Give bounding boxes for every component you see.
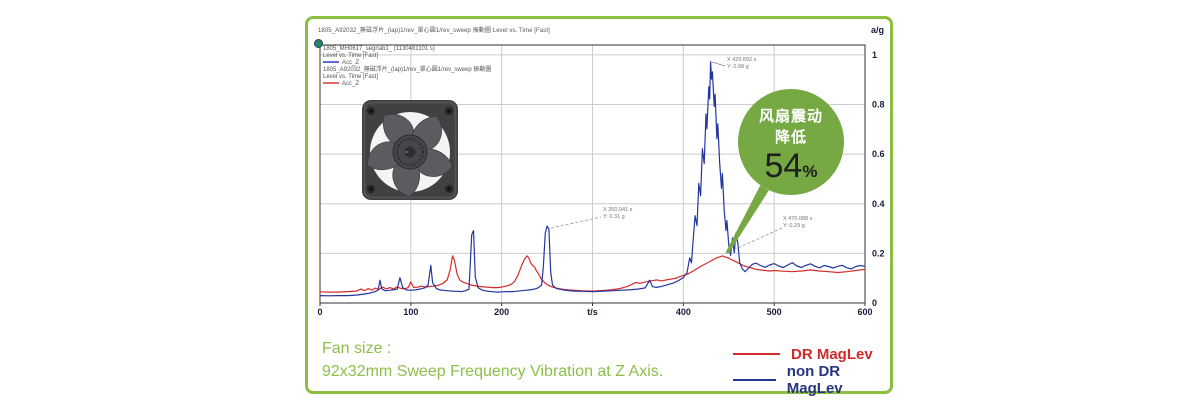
app-dot-icon <box>314 39 323 48</box>
legend-line-swatch <box>323 61 339 64</box>
inplot-legend-line: 1805_MH0617_segnab1_ (1130481101 s) <box>323 46 491 53</box>
fan-corner-screws <box>366 106 454 194</box>
fan-hub <box>392 134 428 170</box>
badge-percent-sign: % <box>802 162 818 181</box>
cursor-y-value: Y: 0.31 g <box>603 213 625 220</box>
inplot-legend-line: Level vs. Time [Fast] <box>323 74 491 81</box>
chart-title: 1805_A92032_無磁浮片_(lap)1/rev_單心圓1/rev_swe… <box>318 28 550 34</box>
cursor-x-value: X 429.892 s <box>727 57 757 63</box>
y-tick-label: 0.6 <box>872 149 885 159</box>
inplot-legend-line: Acc_Z <box>323 81 491 88</box>
x-tick-label: 0 <box>317 307 322 317</box>
legend-row: DR MagLev <box>733 341 890 367</box>
cursor-x-value: X 250.941 s <box>603 207 633 213</box>
x-tick-label: 200 <box>494 307 509 317</box>
badge-text-line1: 风扇震动 <box>758 108 823 125</box>
series-dr-maglev <box>319 255 866 293</box>
x-tick-label: t/s <box>587 307 598 317</box>
green-frame: 0 100 200 t/s 400 500 600 0 0.2 0.4 0.6 0.8 1 a/g 180… <box>305 16 893 397</box>
cursor-readout: X 250.941 s Y: 0.31 g <box>603 207 632 220</box>
x-tick-label: 500 <box>767 307 782 317</box>
cursor-y-value: Y: 0.29 g <box>783 222 805 229</box>
cursor-readout: X 470.088 s Y: 0.29 g <box>783 216 812 229</box>
inplot-legend-text: Level vs. Time [Fast] <box>323 74 379 80</box>
x-tick-label: 600 <box>857 307 872 317</box>
footer-caption: Fan size : 92x32mm Sweep Frequency Vibra… <box>322 337 663 383</box>
inplot-legend-text: Acc_Z <box>342 81 360 87</box>
legend-line-swatch <box>323 82 339 85</box>
cursor-x-value: X 470.088 s <box>783 216 813 222</box>
fan-image <box>362 100 458 200</box>
inplot-legend-line: Level vs. Time [Fast] <box>323 53 491 60</box>
x-tick-label: 400 <box>676 307 691 317</box>
annotation-leader <box>725 227 783 254</box>
y-tick-label: 0.4 <box>872 199 885 209</box>
annotation-leader <box>711 61 726 67</box>
legend-line-swatch <box>733 378 776 382</box>
annotation-leader <box>550 216 602 229</box>
fan-size-description: 92x32mm Sweep Frequency Vibration at Z A… <box>322 363 664 380</box>
vibration-reduction-badge: 风扇震动 降低 54% <box>738 89 844 195</box>
inplot-legend: 1805_MH0617_segnab1_ (1130481101 s) Level… <box>323 46 491 88</box>
badge-percent-number: 54 <box>764 147 803 185</box>
badge-value: 54% <box>738 149 844 189</box>
legend-label: non DR MagLev <box>786 363 843 397</box>
chart-legend: DR MagLev non DR MagLev <box>733 341 890 397</box>
cursor-y-value: Y: 0.98 g <box>727 63 749 70</box>
y-tick-label: 0.8 <box>872 100 885 110</box>
y-tick-label: 1 <box>872 50 877 60</box>
badge-pointer-arrow <box>725 185 769 254</box>
inplot-legend-text: 1805_A92032_無磁浮片_(lap)1/rev_單心圓1/rev_swe… <box>323 67 492 73</box>
series-non-dr-maglev <box>319 61 866 297</box>
inplot-legend-text: Acc_Z <box>342 60 360 66</box>
inplot-legend-text: 1805_MH0617_segnab1_ (1130481101 s) <box>323 46 435 52</box>
x-tick-label: 100 <box>403 307 418 317</box>
inplot-legend-text: Level vs. Time [Fast] <box>323 53 379 59</box>
fan-size-label: Fan size : <box>322 340 392 357</box>
cursor-readout: X 429.892 s Y: 0.98 g <box>727 57 756 70</box>
measurement-screenshot-panel: 0 100 200 t/s 400 500 600 0 0.2 0.4 0.6 0.8 1 a/g 180… <box>308 19 890 397</box>
inplot-legend-line: 1805_A92032_無磁浮片_(lap)1/rev_單心圓1/rev_swe… <box>323 67 491 74</box>
inplot-legend-line: Acc_Z <box>323 60 491 67</box>
y-axis-unit-label: a/g <box>871 25 884 35</box>
y-tick-label: 0 <box>872 298 877 308</box>
y-tick-label: 0.2 <box>872 248 885 258</box>
legend-line-swatch <box>733 352 780 356</box>
fan-frame-bevel <box>363 101 457 199</box>
legend-row: non DR MagLev <box>733 363 890 397</box>
badge-text-line2: 降低 <box>774 129 807 146</box>
legend-label: DR MagLev <box>791 345 873 363</box>
